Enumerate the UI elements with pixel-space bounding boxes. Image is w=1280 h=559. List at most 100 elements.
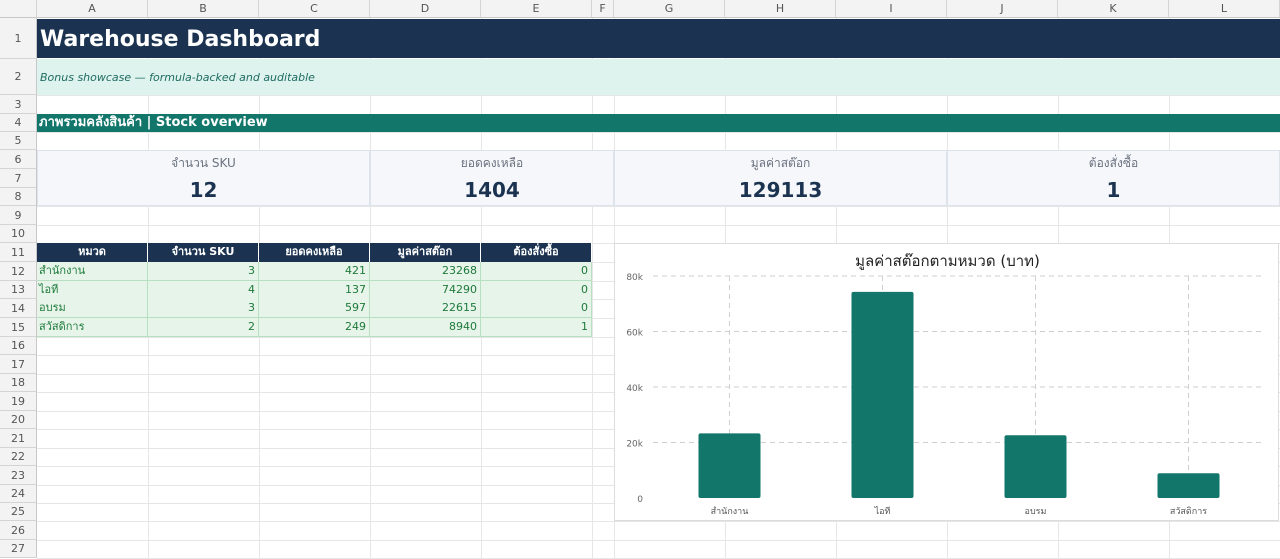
column-header-g[interactable]: G — [614, 0, 725, 18]
row-header-16[interactable]: 16 — [0, 337, 37, 355]
column-header-e[interactable]: E — [481, 0, 592, 18]
row-header-25[interactable]: 25 — [0, 503, 37, 521]
table-cell[interactable]: 22615 — [370, 299, 481, 319]
y-tick-label: 20k — [626, 440, 643, 450]
bar — [1004, 435, 1067, 498]
table-cell[interactable]: 2 — [148, 318, 259, 338]
bar — [698, 433, 761, 498]
row-header-10[interactable]: 10 — [0, 225, 37, 243]
kpi-label: ยอดคงเหลือ — [460, 156, 524, 170]
column-header-c[interactable]: C — [259, 0, 370, 18]
column-header-d[interactable]: D — [370, 0, 481, 18]
gridline-horizontal — [37, 132, 1280, 133]
y-tick-label: 80k — [626, 273, 643, 283]
row-header-11[interactable]: 11 — [0, 243, 37, 262]
select-all-corner[interactable] — [0, 0, 37, 18]
gridline-horizontal — [37, 95, 1280, 96]
row-header-21[interactable]: 21 — [0, 429, 37, 448]
gridline-horizontal — [37, 206, 1280, 207]
y-tick-label: 0 — [637, 495, 643, 505]
row-header-22[interactable]: 22 — [0, 448, 37, 466]
x-tick-label: อบรม — [1025, 507, 1047, 517]
table-cell[interactable]: 23268 — [370, 262, 481, 281]
section-header[interactable]: ภาพรวมคลังสินค้า | Stock overview — [39, 115, 268, 130]
row-header-24[interactable]: 24 — [0, 485, 37, 503]
kpi-card[interactable]: ต้องสั่งซื้อ 1 — [947, 150, 1280, 206]
kpi-card[interactable]: จำนวน SKU 12 — [37, 150, 370, 206]
kpi-card[interactable]: ยอดคงเหลือ 1404 — [370, 150, 614, 206]
row-header-19[interactable]: 19 — [0, 392, 37, 411]
row-header-3[interactable]: 3 — [0, 95, 37, 114]
table-cell[interactable]: 74290 — [370, 280, 481, 300]
gridline-horizontal — [37, 225, 1280, 226]
row-header-9[interactable]: 9 — [0, 206, 37, 225]
column-header-b[interactable]: B — [148, 0, 259, 18]
category-cell[interactable]: อบรม — [37, 299, 148, 319]
column-header-k[interactable]: K — [1058, 0, 1169, 18]
row-header-7[interactable]: 7 — [0, 169, 37, 188]
row-header-13[interactable]: 13 — [0, 281, 37, 299]
kpi-card[interactable]: มูลค่าสต๊อก 129113 — [614, 150, 947, 206]
column-header-h[interactable]: H — [725, 0, 836, 18]
dashboard-title[interactable]: Warehouse Dashboard — [40, 27, 321, 52]
row-header-20[interactable]: 20 — [0, 411, 37, 429]
gridline-vertical — [592, 18, 593, 558]
column-header-j[interactable]: J — [947, 0, 1058, 18]
table-cell[interactable]: 249 — [259, 318, 370, 338]
stock-value-bar-chart: มูลค่าสต๊อกตามหมวด (บาท) 0 20k 40k 60k 80k สำน… — [626, 252, 1265, 517]
row-header-23[interactable]: 23 — [0, 466, 37, 485]
table-cell[interactable]: 597 — [259, 299, 370, 319]
column-header-a[interactable]: A — [37, 0, 148, 18]
row-header-1[interactable]: 1 — [0, 18, 37, 59]
table-cell[interactable]: 137 — [259, 280, 370, 300]
row-header-14[interactable]: 14 — [0, 299, 37, 318]
table-header-cell[interactable]: ต้องสั่งซื้อ — [481, 243, 592, 262]
row-header-12[interactable]: 12 — [0, 262, 37, 281]
row-header-6[interactable]: 6 — [0, 150, 37, 169]
row-header-17[interactable]: 17 — [0, 355, 37, 374]
kpi-value: 129113 — [738, 178, 823, 202]
row-header-18[interactable]: 18 — [0, 374, 37, 392]
gridline-horizontal — [37, 521, 1280, 522]
y-tick-label: 60k — [626, 329, 643, 339]
x-tick-label: ไอที — [874, 506, 891, 517]
title-banner — [37, 19, 1280, 58]
table-header-cell[interactable]: ยอดคงเหลือ — [259, 243, 370, 262]
table-cell[interactable]: 4 — [148, 280, 259, 300]
table-header-cell[interactable]: หมวด — [37, 243, 148, 262]
row-header-5[interactable]: 5 — [0, 132, 37, 150]
table-cell[interactable]: 0 — [481, 299, 592, 319]
table-cell[interactable]: 421 — [259, 262, 370, 281]
chart-panel[interactable]: มูลค่าสต๊อกตามหมวด (บาท) 0 20k 40k 60k 80k สำน… — [614, 243, 1279, 521]
row-header-15[interactable]: 15 — [0, 318, 37, 337]
table-cell[interactable]: 3 — [148, 262, 259, 281]
table-header-cell[interactable]: มูลค่าสต๊อก — [370, 243, 481, 262]
table-header-cell[interactable]: จำนวน SKU — [148, 243, 259, 262]
kpi-value: 1 — [1106, 178, 1121, 202]
dashboard-subtitle[interactable]: Bonus showcase — formula-backed and audi… — [40, 71, 315, 84]
chart-title: มูลค่าสต๊อกตามหมวด (บาท) — [855, 252, 1040, 270]
row-header-26[interactable]: 26 — [0, 521, 37, 540]
row-header-4[interactable]: 4 — [0, 114, 37, 132]
table-cell[interactable]: 1 — [481, 318, 592, 338]
table-cell[interactable]: 8940 — [370, 318, 481, 338]
kpi-value: 12 — [189, 178, 218, 202]
table-cell[interactable]: 3 — [148, 299, 259, 319]
row-header-8[interactable]: 8 — [0, 188, 37, 206]
row-header-2[interactable]: 2 — [0, 59, 37, 95]
column-header-i[interactable]: I — [836, 0, 947, 18]
kpi-label: มูลค่าสต๊อก — [750, 156, 811, 170]
kpi-value: 1404 — [464, 178, 520, 202]
kpi-label: จำนวน SKU — [171, 156, 236, 170]
row-header-27[interactable]: 27 — [0, 540, 37, 558]
category-cell[interactable]: สวัสดิการ — [37, 318, 148, 338]
table-cell[interactable]: 0 — [481, 280, 592, 300]
category-cell[interactable]: ไอที — [37, 280, 148, 300]
column-header-l[interactable]: L — [1169, 0, 1280, 18]
column-header-f[interactable]: F — [592, 0, 614, 18]
bar — [1157, 473, 1220, 498]
category-cell[interactable]: สำนักงาน — [37, 262, 148, 281]
table-cell[interactable]: 0 — [481, 262, 592, 281]
section-header-band — [37, 114, 1280, 132]
bar — [851, 291, 914, 498]
